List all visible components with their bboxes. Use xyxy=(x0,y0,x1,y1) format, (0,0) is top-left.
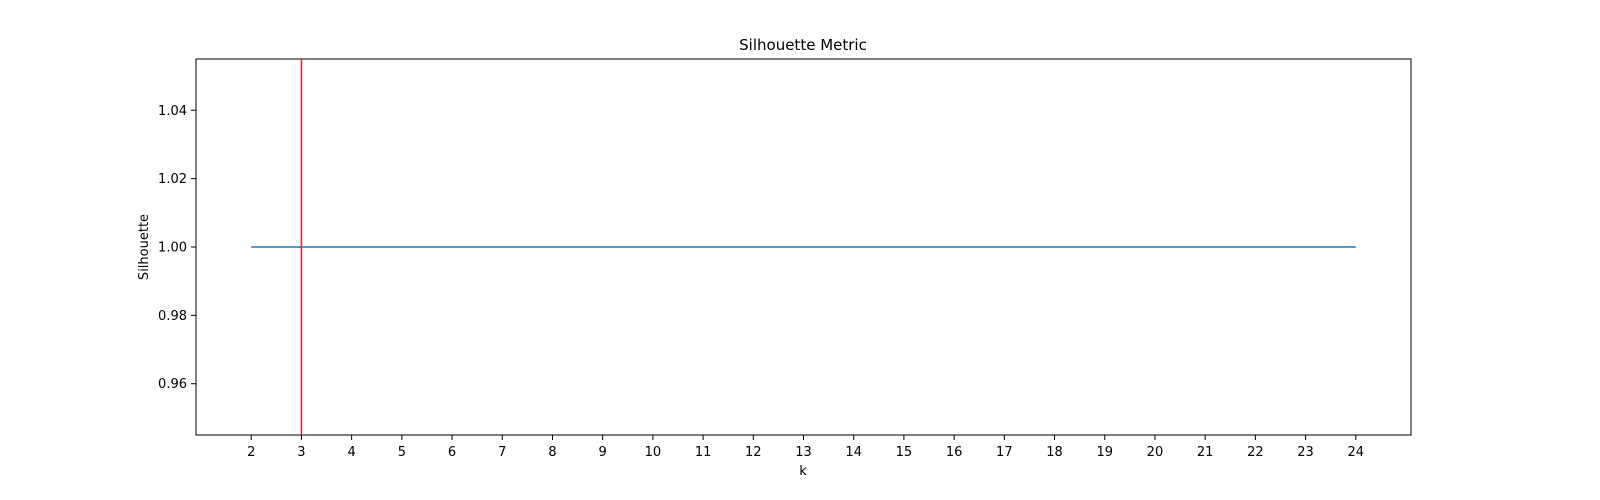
y-tick-label: 1.04 xyxy=(158,104,187,119)
chart-title: Silhouette Metric xyxy=(739,36,867,54)
y-tick-label: 1.02 xyxy=(158,172,187,187)
x-tick-label: 11 xyxy=(695,445,712,460)
x-tick-label: 24 xyxy=(1347,445,1364,460)
x-tick-label: 5 xyxy=(398,445,406,460)
x-tick-label: 7 xyxy=(498,445,506,460)
y-axis-ticks: 0.96 0.98 1.00 1.02 1.04 xyxy=(158,104,196,392)
x-tick-label: 13 xyxy=(795,445,812,460)
x-tick-label: 22 xyxy=(1247,445,1264,460)
x-tick-label: 16 xyxy=(946,445,963,460)
x-tick-label: 4 xyxy=(347,445,355,460)
y-axis-label: Silhouette xyxy=(137,214,152,280)
x-axis-ticks: 2 3 4 5 6 7 8 9 10 11 12 13 14 15 16 17 18 19 20 21 22 23 24 xyxy=(247,435,1364,460)
x-tick-label: 8 xyxy=(548,445,556,460)
x-tick-label: 17 xyxy=(996,445,1013,460)
x-tick-label: 14 xyxy=(845,445,862,460)
x-tick-label: 3 xyxy=(297,445,305,460)
x-tick-label: 10 xyxy=(645,445,662,460)
x-tick-label: 20 xyxy=(1147,445,1164,460)
x-tick-label: 6 xyxy=(448,445,456,460)
plot-area xyxy=(195,58,1412,436)
x-tick-label: 21 xyxy=(1197,445,1214,460)
x-tick-label: 2 xyxy=(247,445,255,460)
y-tick-label: 0.98 xyxy=(158,309,187,324)
x-tick-label: 19 xyxy=(1096,445,1113,460)
x-tick-label: 15 xyxy=(896,445,913,460)
x-tick-label: 18 xyxy=(1046,445,1063,460)
x-tick-label: 23 xyxy=(1297,445,1314,460)
x-tick-label: 12 xyxy=(745,445,762,460)
y-tick-label: 0.96 xyxy=(158,377,187,392)
y-tick-label: 1.00 xyxy=(158,241,187,256)
x-axis-label: k xyxy=(799,464,807,479)
x-tick-label: 9 xyxy=(599,445,607,460)
